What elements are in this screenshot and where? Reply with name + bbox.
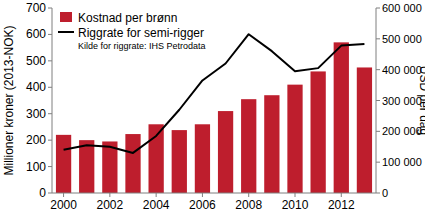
- y-tick: [48, 140, 52, 141]
- y2-tick-label: 100 000: [382, 156, 422, 168]
- y-tick: [48, 60, 52, 61]
- y-axis-title: Millioner kroner (2013-NOK): [2, 25, 16, 175]
- y2-axis-title: USD per dag: [417, 66, 425, 135]
- y-tick-label: 400: [26, 80, 46, 94]
- y2-tick: [376, 162, 380, 163]
- annotation: Kilde for riggrate: IHS Petrodata: [78, 41, 206, 51]
- x-axis-line: [52, 193, 376, 194]
- legend: Kostnad per brønnRiggrate for semi-rigge…: [58, 11, 204, 40]
- y-tick-label: 700: [26, 1, 46, 15]
- x-tick-label: 2004: [143, 198, 170, 212]
- bar: [311, 71, 326, 193]
- line: [64, 34, 365, 153]
- chart: 0 100 200 300 400 500 600 700 0 100 000 200 000 300…: [0, 0, 425, 223]
- legend-label: Riggrate for semi-rigger: [78, 26, 204, 40]
- x-tick: [156, 193, 157, 197]
- y-tick: [48, 193, 52, 194]
- x-tick: [202, 193, 203, 197]
- legend-label: Kostnad per brønn: [78, 11, 177, 25]
- y2-tick: [376, 100, 380, 101]
- bar: [218, 111, 233, 193]
- axes: 0 100 200 300 400 500 600 700 0 100 000 200 000 300…: [26, 1, 422, 212]
- y2-tick-label: 600 000: [382, 2, 422, 14]
- y-tick: [48, 87, 52, 88]
- bar: [334, 42, 349, 193]
- y-tick: [48, 34, 52, 35]
- y-tick-label: 100: [26, 160, 46, 174]
- bar: [241, 99, 256, 193]
- y2-tick-label: 500 000: [382, 33, 422, 45]
- x-tick-label: 2006: [189, 198, 216, 212]
- y2-tick-label: 200 000: [382, 125, 422, 137]
- y-tick-label: 200: [26, 133, 46, 147]
- x-tick: [295, 193, 296, 197]
- marks: [56, 34, 372, 193]
- bar: [357, 67, 372, 193]
- y-tick-label: 600: [26, 27, 46, 41]
- y2-tick-label: 0: [382, 187, 388, 199]
- bar: [56, 135, 71, 193]
- bar: [195, 124, 210, 193]
- y2-tick: [376, 193, 380, 194]
- x-tick: [109, 193, 110, 197]
- x-tick-label: 2008: [235, 198, 262, 212]
- bar: [79, 140, 94, 193]
- y-tick: [48, 8, 52, 9]
- bar: [287, 85, 302, 193]
- x-tick-label: 2002: [97, 198, 124, 212]
- bar: [172, 130, 187, 193]
- legend-swatch: [58, 31, 74, 33]
- y-axis-line: [52, 8, 53, 193]
- bar: [125, 134, 140, 193]
- x-tick-label: 2000: [50, 198, 77, 212]
- y2-tick: [376, 8, 380, 9]
- y2-tick: [376, 69, 380, 70]
- y2-tick-label: 400 000: [382, 64, 422, 76]
- x-tick: [63, 193, 64, 197]
- y2-tick: [376, 38, 380, 39]
- x-tick: [248, 193, 249, 197]
- x-tick-label: 2010: [282, 198, 309, 212]
- y-tick: [48, 113, 52, 114]
- y-tick-label: 300: [26, 107, 46, 121]
- y2-tick: [376, 131, 380, 132]
- y-tick-label: 0: [39, 186, 46, 200]
- y-tick: [48, 166, 52, 167]
- legend-swatch: [60, 12, 72, 22]
- y-tick-label: 500: [26, 54, 46, 68]
- x-tick-label: 2012: [328, 198, 355, 212]
- y2-tick-label: 300 000: [382, 95, 422, 107]
- x-tick: [341, 193, 342, 197]
- bar: [264, 95, 279, 193]
